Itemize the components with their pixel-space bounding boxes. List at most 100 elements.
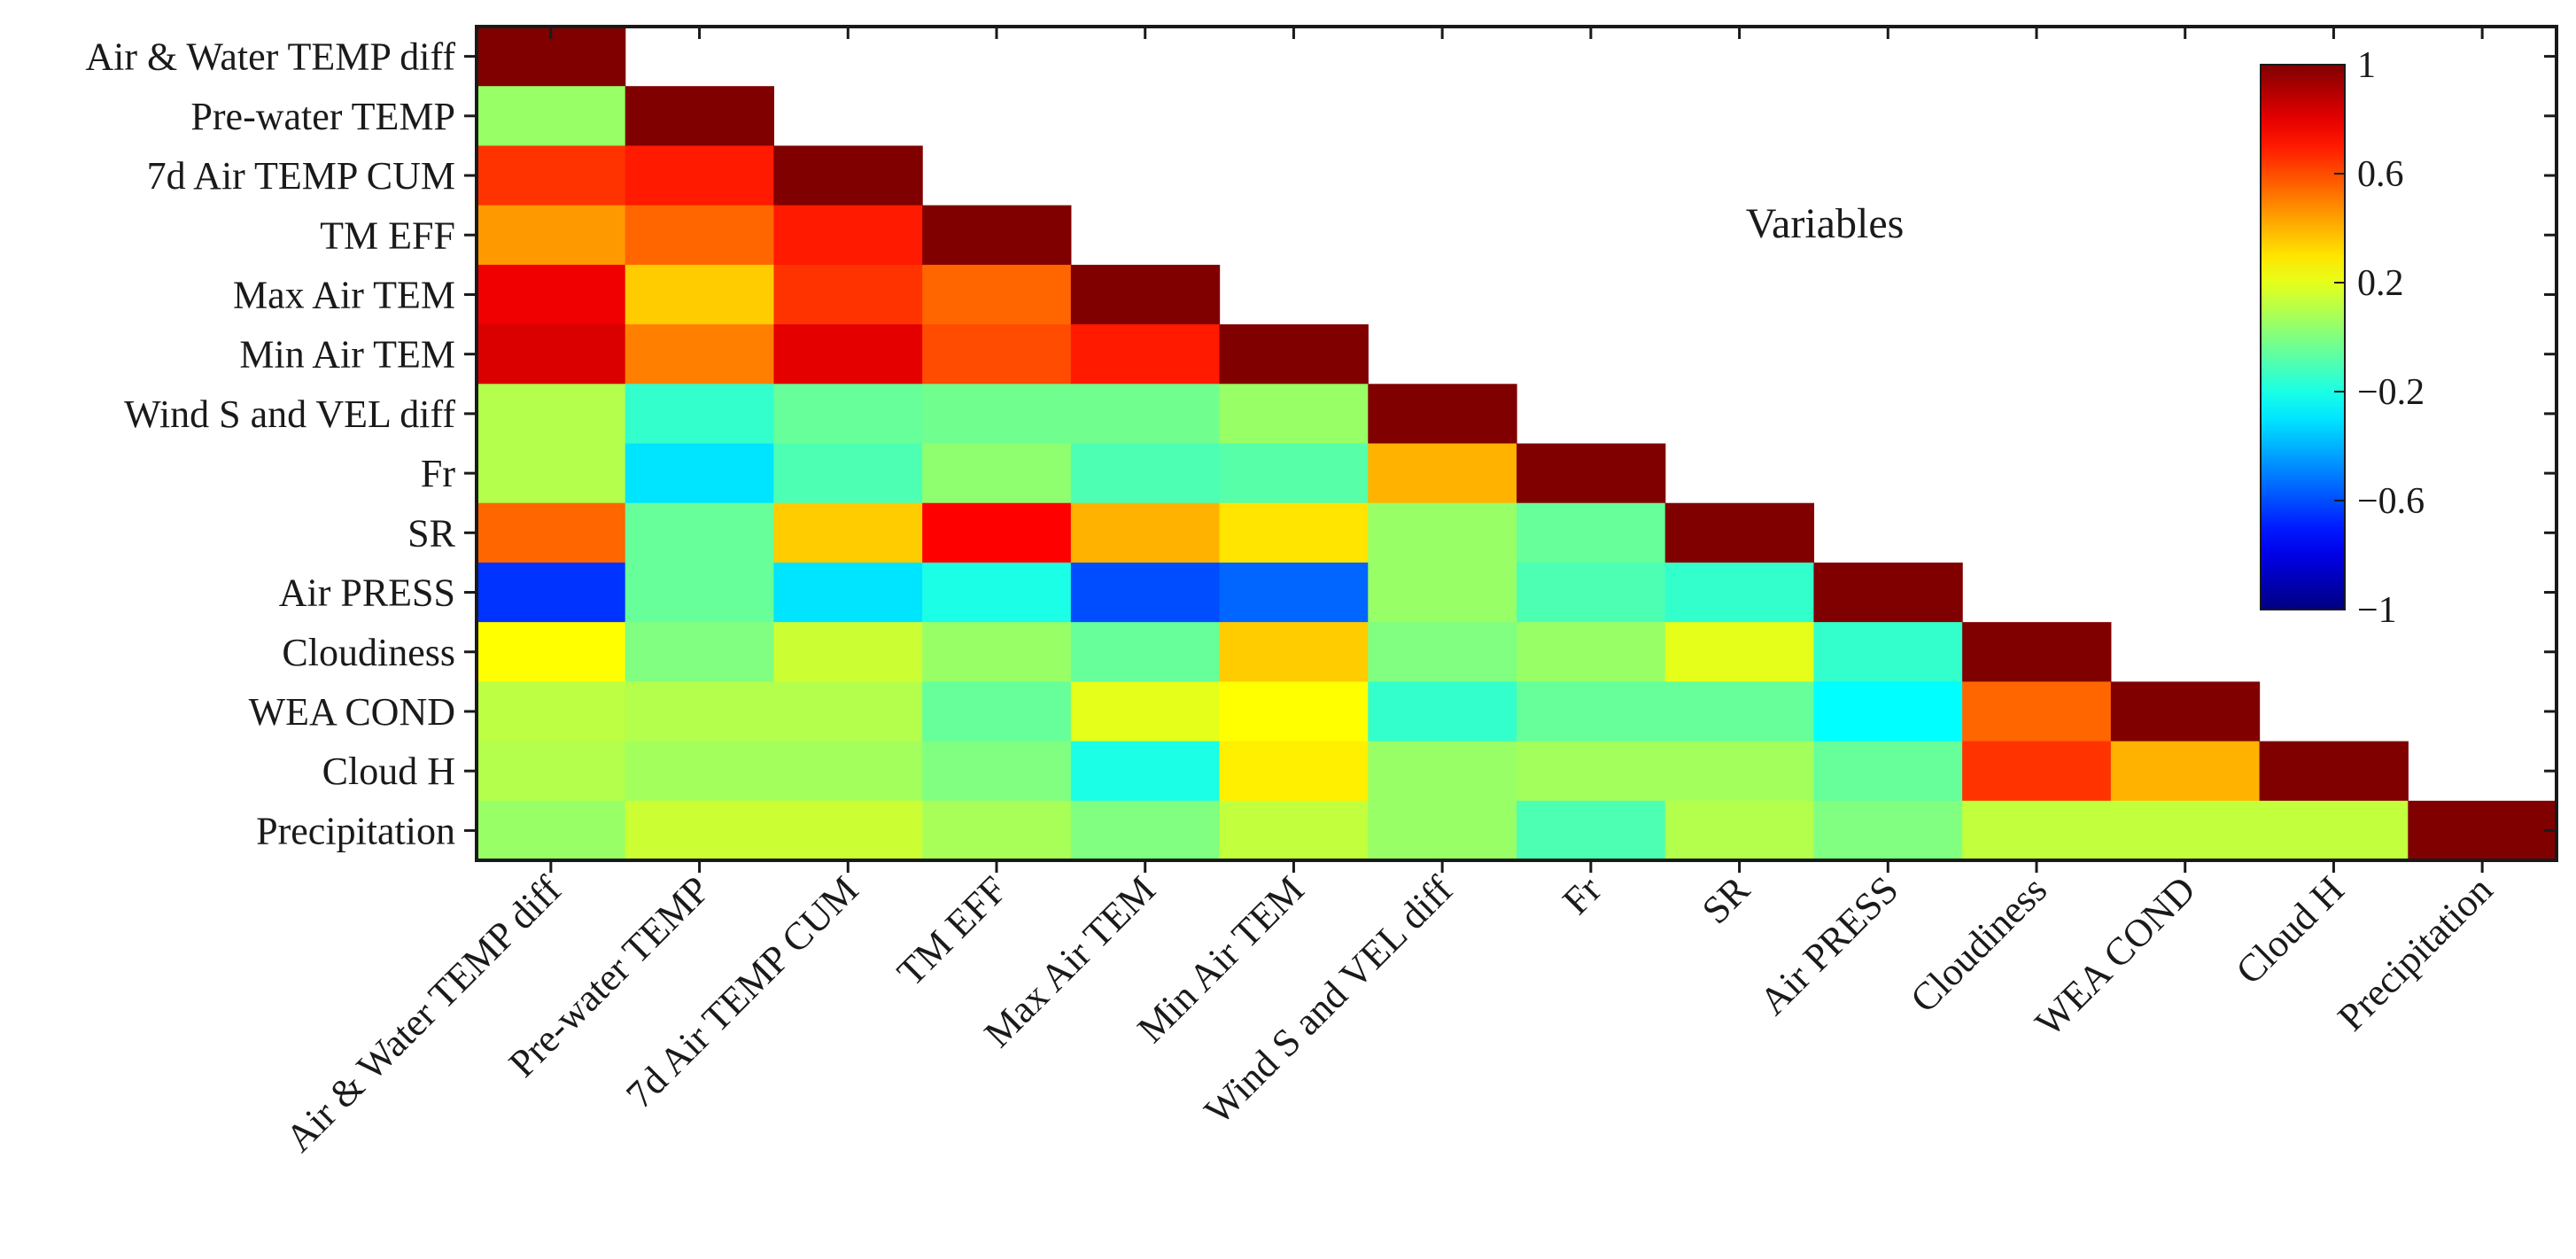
heatmap-cell	[1070, 502, 1221, 563]
heatmap-cell	[773, 502, 923, 563]
heatmap-cell	[477, 384, 626, 445]
heatmap-cell	[1664, 562, 1815, 623]
heatmap-cell	[1813, 681, 1963, 742]
heatmap-cell	[1962, 681, 2112, 742]
heatmap-cell	[1368, 800, 1517, 861]
heatmap-cell	[625, 741, 775, 802]
heatmap-cell	[773, 205, 923, 266]
annotation-variables: Variables	[1746, 200, 1905, 247]
heatmap-cell	[922, 264, 1072, 325]
y-tick-label: Min Air TEM	[239, 333, 455, 377]
heatmap-cell	[625, 264, 775, 325]
x-tick-label: Fr	[1555, 867, 1610, 923]
x-tick-label: Cloudiness	[1902, 867, 2055, 1021]
heatmap-cell	[1664, 681, 1815, 742]
colorbar	[2260, 64, 2346, 610]
colorbar-tick-label: −0.6	[2357, 481, 2425, 522]
heatmap-cell	[1368, 384, 1517, 445]
heatmap-cell	[625, 324, 775, 385]
heatmap-cell	[1219, 741, 1369, 802]
heatmap-cell	[1219, 384, 1369, 445]
x-tick-label: Wind S and VEL diff	[1196, 867, 1461, 1132]
heatmap-cell	[477, 443, 626, 504]
x-tick-label: TM EFF	[888, 867, 1015, 994]
heatmap-cell	[2259, 800, 2409, 861]
heatmap-cell	[1962, 622, 2112, 682]
heatmap-cell	[922, 324, 1072, 385]
colorbar-tick-label: 0.2	[2357, 263, 2404, 304]
heatmap-cell	[1070, 324, 1221, 385]
heatmap-cell	[1070, 562, 1221, 623]
heatmap-cell	[625, 205, 775, 266]
y-tick-label: Cloudiness	[282, 631, 455, 674]
heatmap-cell	[922, 681, 1072, 742]
x-tick-label: Cloud H	[2228, 867, 2353, 992]
heatmap-cell	[922, 205, 1072, 266]
heatmap-cell	[477, 264, 626, 325]
heatmap-cell	[2110, 800, 2261, 861]
heatmap-cell	[922, 800, 1072, 861]
y-tick-label: Precipitation	[256, 809, 455, 852]
y-tick-label: Pre-water TEMP	[190, 95, 455, 138]
heatmap-cell	[773, 443, 923, 504]
heatmap-cell	[773, 800, 923, 861]
heatmap-cell	[477, 145, 626, 206]
heatmap-cell	[1368, 681, 1517, 742]
y-ticks: Air & Water TEMP diff Pre-water TEMP 7d Ai…	[85, 35, 2557, 852]
heatmap-cell	[1664, 741, 1815, 802]
heatmap-cell	[773, 384, 923, 445]
heatmap-cell	[1070, 384, 1221, 445]
heatmap-cell	[477, 622, 626, 682]
y-tick-label: Air & Water TEMP diff	[85, 35, 455, 79]
heatmap-cell	[1219, 502, 1369, 563]
heatmap-cell	[1368, 562, 1517, 623]
heatmap-cell	[922, 622, 1072, 682]
heatmap-cell	[1813, 800, 1963, 861]
y-tick-label: Air PRESS	[279, 571, 455, 615]
heatmap-cell	[1070, 443, 1221, 504]
heatmap-cell	[625, 502, 775, 563]
heatmap-cell	[773, 562, 923, 623]
heatmap-cell	[625, 384, 775, 445]
heatmap-cell	[2110, 741, 2261, 802]
heatmap-cell	[1517, 741, 1666, 802]
heatmap-cell	[1517, 502, 1666, 563]
heatmap-cell	[1517, 622, 1666, 682]
heatmap-cell	[477, 562, 626, 623]
y-tick-label: Max Air TEM	[233, 273, 455, 316]
heatmap-cell	[922, 384, 1072, 445]
heatmap-cell	[1962, 800, 2112, 861]
heatmap-cell	[625, 622, 775, 682]
y-tick-label: WEA COND	[249, 690, 455, 734]
heatmap-cell	[773, 324, 923, 385]
heatmap-cell	[922, 562, 1072, 623]
heatmap-cell	[2259, 741, 2409, 802]
heatmap-cell	[1517, 681, 1666, 742]
heatmap-cell	[625, 443, 775, 504]
heatmap-cell	[922, 443, 1072, 504]
heatmap-cell	[477, 502, 626, 563]
cells-layer	[477, 27, 2557, 861]
y-tick-label: SR	[407, 511, 455, 555]
y-tick-label: Cloud H	[322, 750, 455, 793]
colorbar-tick-label: −1	[2357, 590, 2397, 631]
heatmap-cell	[477, 324, 626, 385]
heatmap-cell	[773, 681, 923, 742]
heatmap-cell	[1813, 562, 1963, 623]
heatmap-cell	[1664, 502, 1815, 563]
heatmap-cell	[1070, 800, 1221, 861]
plot-frame	[475, 25, 2558, 862]
heatmap-cell	[2110, 681, 2261, 742]
heatmap-cell	[1664, 800, 1815, 861]
heatmap-cell	[1664, 622, 1815, 682]
colorbar-tick-label: 1	[2357, 45, 2376, 86]
heatmap-cell	[773, 264, 923, 325]
heatmap-cell	[1813, 741, 1963, 802]
heatmap-cell	[1070, 264, 1221, 325]
heatmap-cell	[625, 681, 775, 742]
colorbar-tick-label: 0.6	[2357, 154, 2404, 195]
colorbar-tick-label: −0.2	[2357, 372, 2425, 413]
heatmap-cell	[1219, 681, 1369, 742]
y-tick-label: 7d Air TEMP CUM	[147, 154, 455, 198]
heatmap-cell	[1368, 443, 1517, 504]
